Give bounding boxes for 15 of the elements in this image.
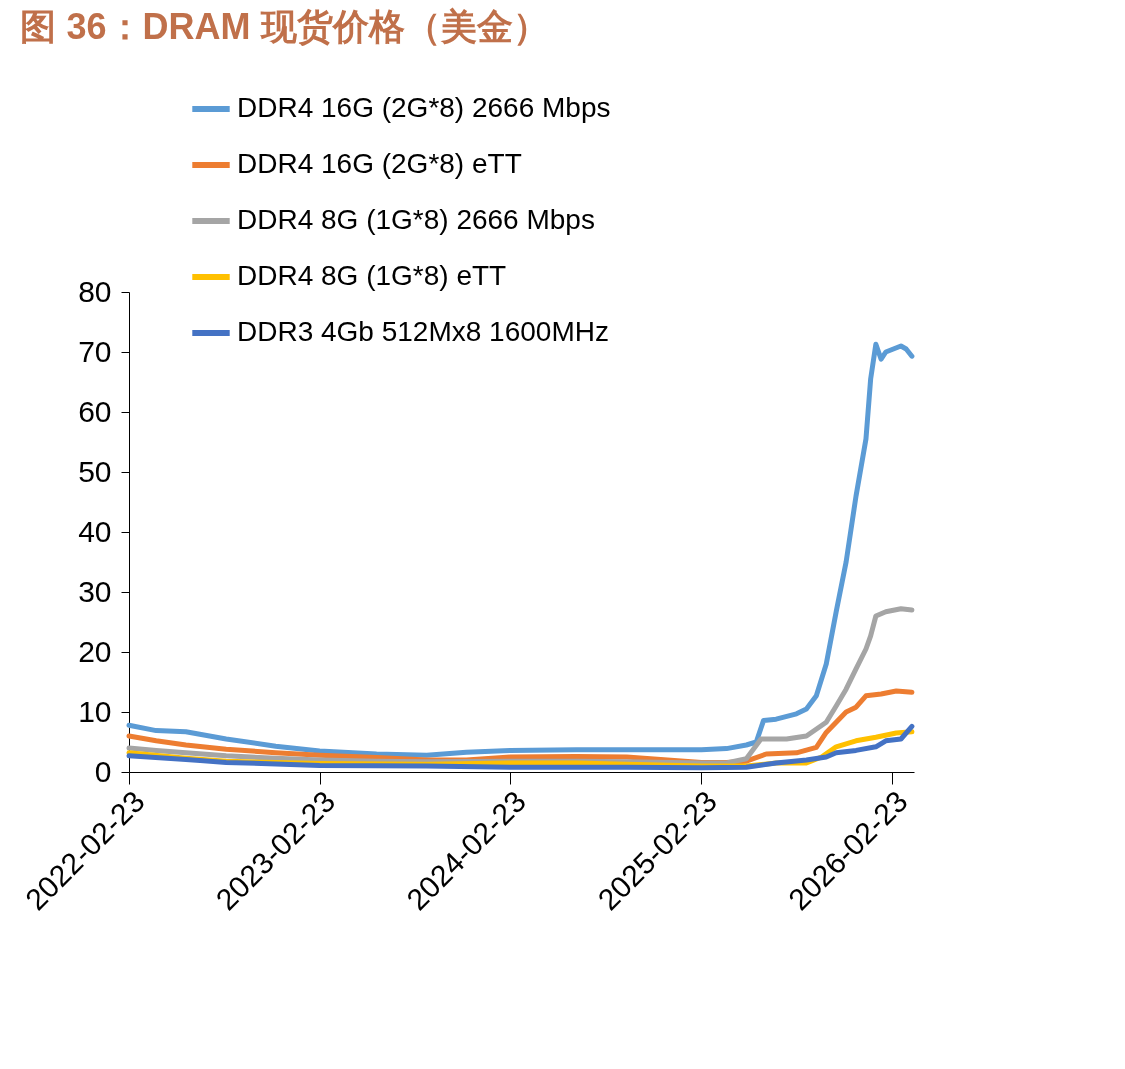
- y-tick-label: 50: [78, 454, 112, 488]
- y-tick-label: 80: [78, 274, 112, 308]
- y-tick-label: 10: [78, 694, 112, 728]
- y-tick-label: 30: [78, 574, 112, 608]
- y-tick-label: 70: [78, 334, 112, 368]
- y-tick-label: 40: [78, 514, 112, 548]
- legend-label: DDR4 8G (1G*8) 2666 Mbps: [237, 204, 595, 235]
- y-tick-label: 20: [78, 634, 112, 668]
- legend-label: DDR3 4Gb 512Mx8 1600MHz: [237, 316, 609, 347]
- y-tick-label: 0: [94, 754, 112, 788]
- legend-label: DDR4 16G (2G*8) 2666 Mbps: [237, 92, 611, 123]
- legend-label: DDR4 8G (1G*8) eTT: [237, 260, 507, 291]
- legend-label: DDR4 16G (2G*8) eTT: [237, 148, 522, 179]
- y-tick-label: 60: [78, 394, 112, 428]
- chart-title: 图 36：DRAM 现货价格（美金）: [20, 6, 549, 47]
